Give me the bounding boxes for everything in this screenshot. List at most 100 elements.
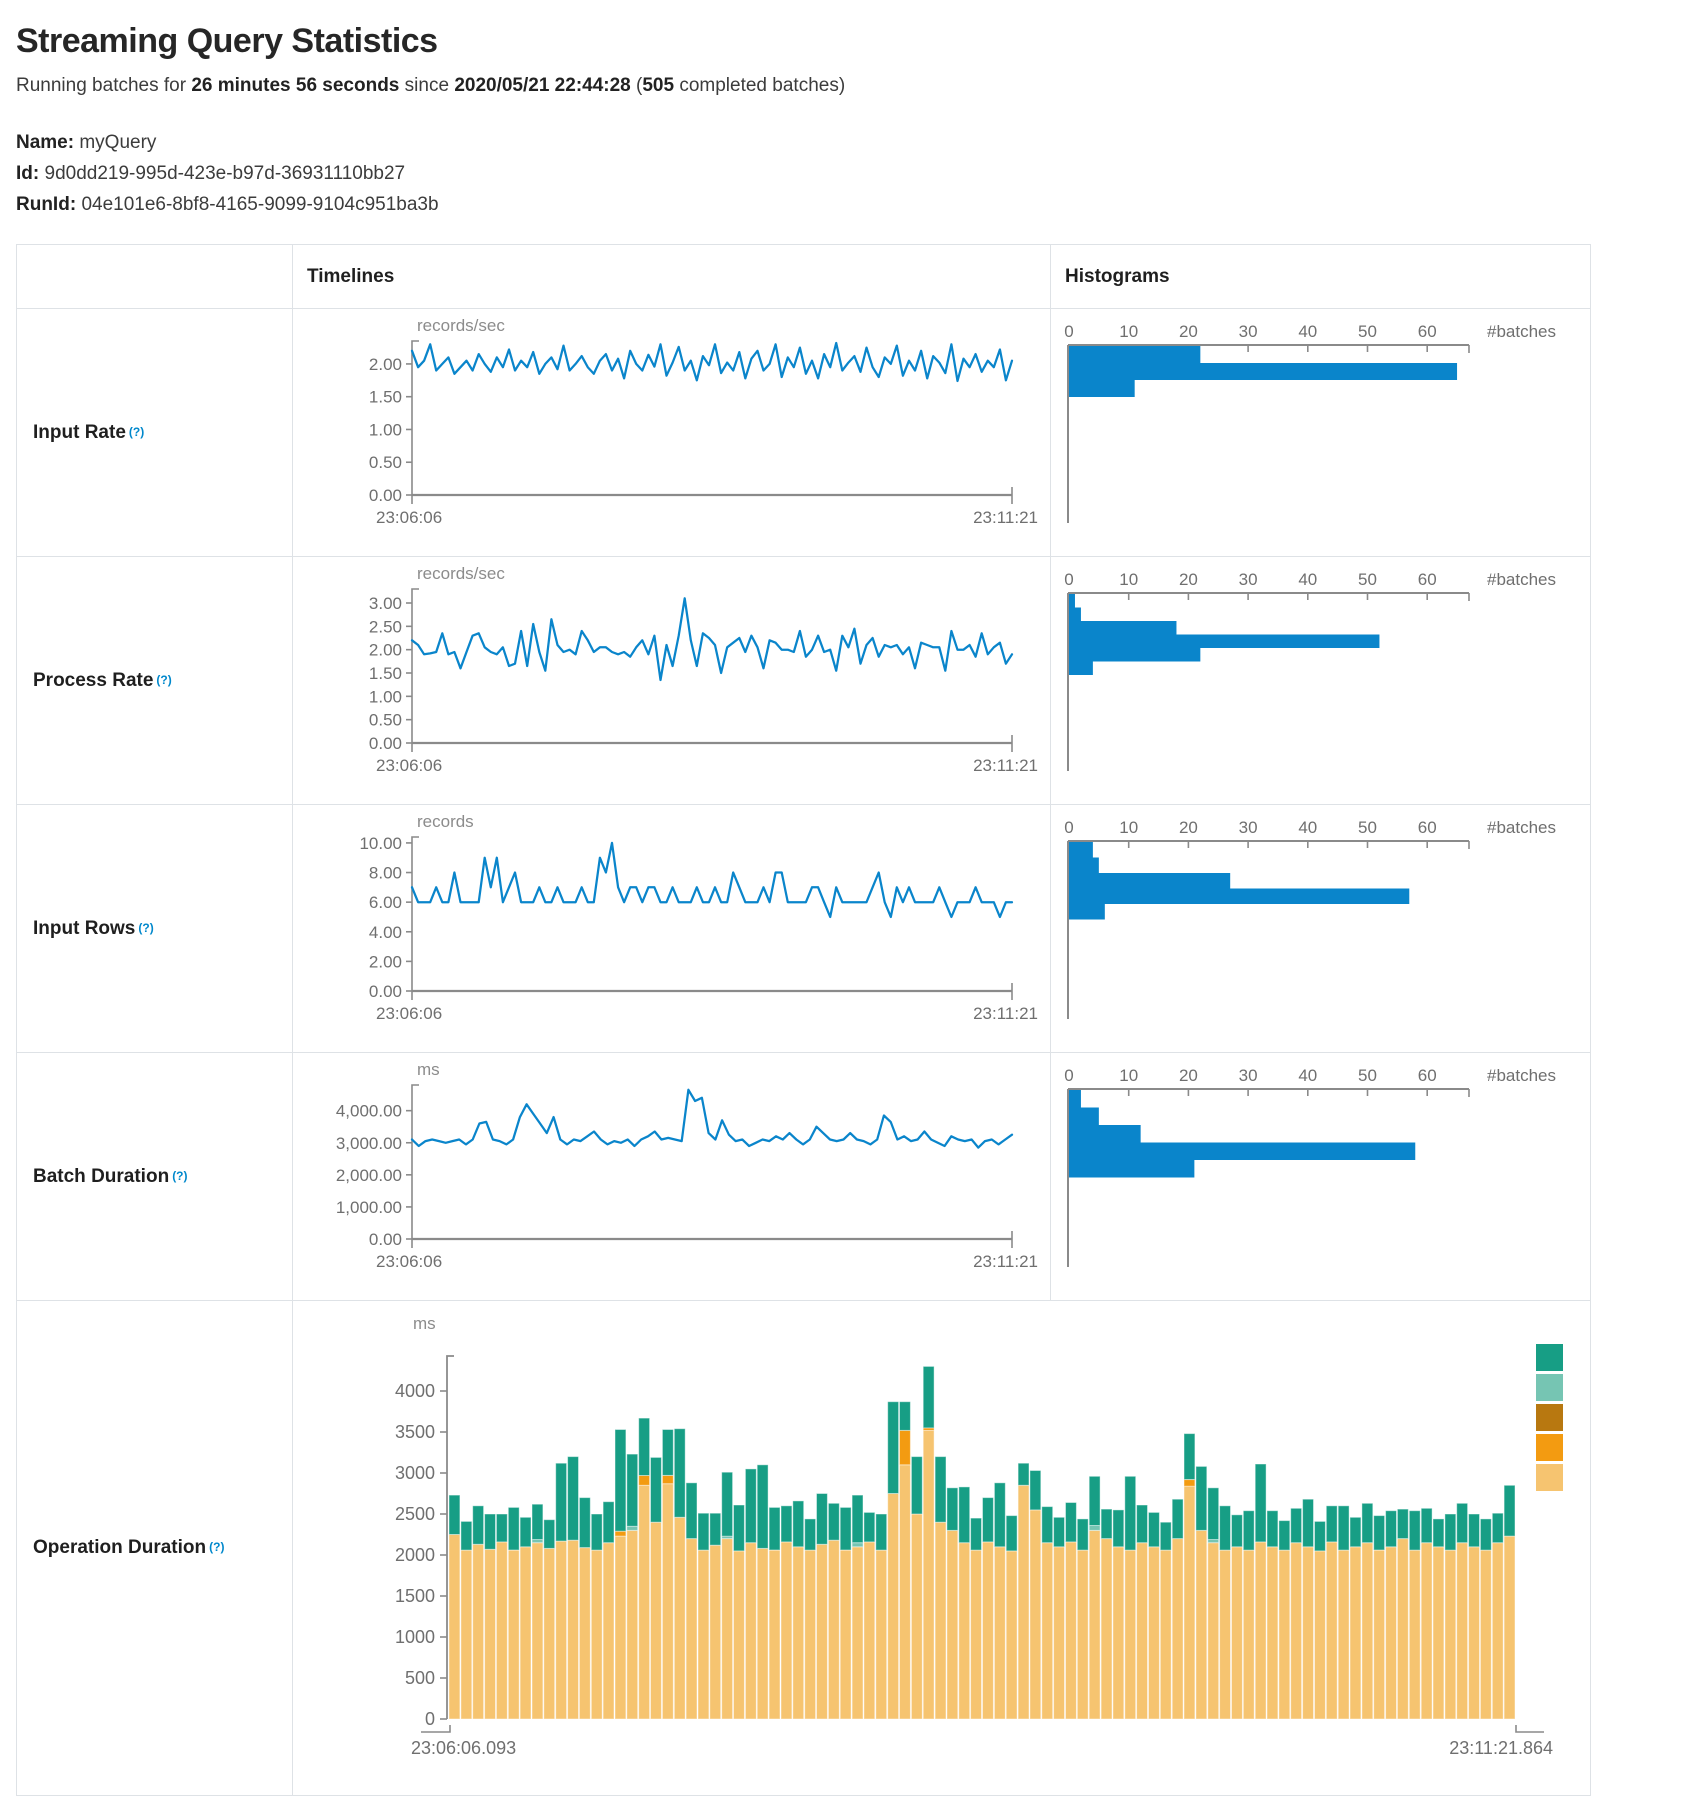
svg-text:23:06:06: 23:06:06	[376, 1004, 442, 1023]
running-duration: 26 minutes 56 seconds	[191, 75, 400, 96]
row-label-input-rate: Input Rate	[33, 421, 126, 443]
svg-text:60: 60	[1418, 570, 1437, 589]
table-row-process-rate: Process Rate (?) records/sec 0.00 0.50 1.00 1…	[17, 557, 1590, 805]
row-label-cell: Input Rate (?)	[17, 309, 292, 556]
query-id-line: Id: 9d0dd219-995d-423e-b97d-36931110bb27	[16, 158, 1693, 189]
svg-text:3,000.00: 3,000.00	[336, 1134, 402, 1153]
svg-text:40: 40	[1298, 1066, 1317, 1085]
svg-text:40: 40	[1298, 818, 1317, 837]
svg-text:#batches: #batches	[1487, 1066, 1556, 1085]
svg-text:#batches: #batches	[1487, 818, 1556, 837]
id-label: Id:	[16, 163, 40, 184]
input-rate-timeline-chart[interactable]: records/sec 0.00 0.50 1.00 1.50 2.00 23:06:06 2…	[293, 309, 1050, 556]
svg-text:3500: 3500	[395, 1422, 435, 1442]
svg-text:23:11:21: 23:11:21	[973, 1252, 1038, 1271]
svg-text:2000: 2000	[395, 1545, 435, 1565]
svg-text:20: 20	[1179, 322, 1198, 341]
histogram-cell: 0 10 20 30 40 50 60 #batches	[1050, 1053, 1590, 1300]
help-icon[interactable]: (?)	[156, 672, 172, 687]
svg-text:2,000.00: 2,000.00	[336, 1166, 402, 1185]
svg-text:8.00: 8.00	[369, 864, 402, 883]
row-label-cell: Operation Duration (?)	[17, 1301, 292, 1795]
start-timestamp: 2020/05/21 22:44:28	[454, 75, 631, 96]
svg-text:30: 30	[1239, 570, 1258, 589]
svg-text:4000: 4000	[395, 1381, 435, 1401]
help-icon[interactable]: (?)	[172, 1168, 188, 1183]
svg-text:60: 60	[1418, 322, 1437, 341]
process-rate-histogram-chart[interactable]: 0 10 20 30 40 50 60 #batches	[1051, 557, 1590, 804]
svg-text:6.00: 6.00	[369, 893, 402, 912]
svg-text:#batches: #batches	[1487, 322, 1556, 341]
svg-text:23:06:06.093: 23:06:06.093	[411, 1738, 516, 1758]
svg-text:30: 30	[1239, 1066, 1258, 1085]
svg-text:0: 0	[1064, 818, 1073, 837]
name-label: Name:	[16, 132, 75, 153]
input-rows-histogram-chart[interactable]: 0 10 20 30 40 50 60 #batches	[1051, 805, 1590, 1052]
row-label-cell: Batch Duration (?)	[17, 1053, 292, 1300]
svg-text:2.00: 2.00	[369, 641, 402, 660]
svg-text:10: 10	[1119, 322, 1138, 341]
row-label-cell: Input Rows (?)	[17, 805, 292, 1052]
paren-open: (	[630, 75, 643, 96]
svg-text:30: 30	[1239, 818, 1258, 837]
svg-text:10: 10	[1119, 1066, 1138, 1085]
svg-text:records/sec: records/sec	[417, 316, 505, 335]
svg-text:10.00: 10.00	[359, 834, 402, 853]
svg-text:23:11:21: 23:11:21	[973, 756, 1038, 775]
svg-text:23:06:06: 23:06:06	[376, 1252, 442, 1271]
svg-text:60: 60	[1418, 1066, 1437, 1085]
header-timelines: Timelines	[292, 245, 1050, 308]
query-runid-line: RunId: 04e101e6-8bf8-4165-9099-9104c951b…	[16, 189, 1693, 220]
svg-text:40: 40	[1298, 570, 1317, 589]
svg-text:500: 500	[405, 1668, 435, 1688]
svg-text:0.50: 0.50	[369, 453, 402, 472]
process-rate-timeline-chart[interactable]: records/sec 0.00 0.50 1.00 1.50 2.00 2.50 3.00 2…	[293, 557, 1050, 804]
input-rate-histogram-chart[interactable]: 0 10 20 30 40 50 60 #batches	[1051, 309, 1590, 556]
svg-text:2.50: 2.50	[369, 617, 402, 636]
svg-text:20: 20	[1179, 1066, 1198, 1085]
query-name-line: Name: myQuery	[16, 127, 1693, 158]
query-meta: Name: myQuery Id: 9d0dd219-995d-423e-b97…	[16, 127, 1693, 220]
help-icon[interactable]: (?)	[209, 1540, 225, 1554]
svg-text:10: 10	[1119, 818, 1138, 837]
page-title: Streaming Query Statistics	[16, 22, 438, 60]
svg-text:30: 30	[1239, 322, 1258, 341]
svg-text:50: 50	[1358, 1066, 1377, 1085]
statistics-table: Timelines Histograms Input Rate (?) recor…	[16, 244, 1591, 1796]
row-label-cell: Process Rate (?)	[17, 557, 292, 804]
batch-duration-timeline-chart[interactable]: ms 0.00 1,000.00 2,000.00 3,000.00 4,000.00 23…	[293, 1053, 1050, 1300]
histogram-cell: 0 10 20 30 40 50 60 #batches	[1050, 557, 1590, 804]
batches-suffix: completed batches)	[674, 75, 846, 96]
running-summary: Running batches for 26 minutes 56 second…	[16, 75, 1693, 97]
row-label-batch-duration: Batch Duration	[33, 1165, 170, 1187]
running-prefix: Running batches for	[16, 75, 192, 96]
svg-text:4.00: 4.00	[369, 923, 402, 942]
page-header: Streaming Query Statistics Running batch…	[0, 0, 1693, 220]
help-icon[interactable]: (?)	[128, 424, 145, 439]
table-row-input-rate: Input Rate (?) records/sec 0.00 0.50 1.00 1.5…	[17, 309, 1590, 557]
help-icon[interactable]: (?)	[138, 920, 154, 935]
svg-text:records/sec: records/sec	[417, 564, 505, 583]
timeline-cell: records/sec 0.00 0.50 1.00 1.50 2.00 2.50 3.00 2…	[292, 557, 1050, 804]
svg-text:2.00: 2.00	[369, 952, 402, 971]
operation-duration-chart[interactable]: ms 0 500 1000 1500 2000 2500 3000 3500 4000 23:06:…	[293, 1301, 1590, 1795]
svg-text:20: 20	[1179, 818, 1198, 837]
table-row-operation-duration: Operation Duration (?) ms 0 500 1000 1500 2000…	[17, 1301, 1590, 1795]
svg-text:2.00: 2.00	[369, 355, 402, 374]
svg-text:0: 0	[1064, 570, 1073, 589]
header-histograms: Histograms	[1050, 245, 1590, 308]
svg-text:1.00: 1.00	[369, 420, 402, 439]
svg-text:40: 40	[1298, 322, 1317, 341]
svg-text:ms: ms	[417, 1060, 440, 1079]
batch-duration-histogram-chart[interactable]: 0 10 20 30 40 50 60 #batches	[1051, 1053, 1590, 1300]
svg-text:4,000.00: 4,000.00	[336, 1102, 402, 1121]
svg-text:23:06:06: 23:06:06	[376, 508, 442, 527]
runid-value: 04e101e6-8bf8-4165-9099-9104c951ba3b	[81, 194, 439, 215]
svg-text:23:11:21: 23:11:21	[973, 1004, 1038, 1023]
id-value: 9d0dd219-995d-423e-b97d-36931110bb27	[44, 163, 406, 184]
row-label-input-rows: Input Rows	[33, 917, 136, 939]
svg-text:#batches: #batches	[1487, 570, 1556, 589]
input-rows-timeline-chart[interactable]: records 0.00 2.00 4.00 6.00 8.00 10.00 23:06:06…	[293, 805, 1050, 1052]
svg-text:0: 0	[1064, 1066, 1073, 1085]
